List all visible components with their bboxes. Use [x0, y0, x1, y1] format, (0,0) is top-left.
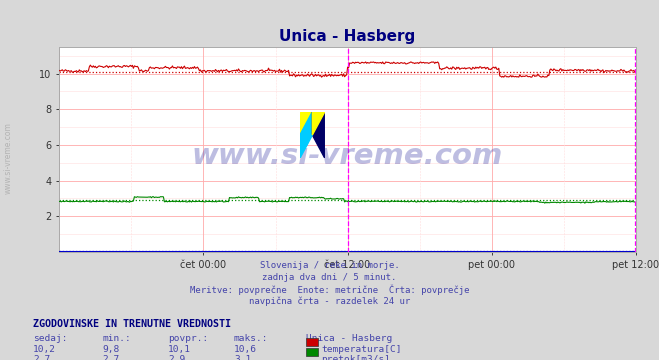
Text: ZGODOVINSKE IN TRENUTNE VREDNOSTI: ZGODOVINSKE IN TRENUTNE VREDNOSTI: [33, 319, 231, 329]
Title: Unica - Hasberg: Unica - Hasberg: [279, 29, 416, 44]
Text: 10,6: 10,6: [234, 345, 257, 354]
Text: Meritve: povprečne  Enote: metrične  Črta: povprečje: Meritve: povprečne Enote: metrične Črta:…: [190, 285, 469, 295]
Text: www.si-vreme.com: www.si-vreme.com: [3, 122, 13, 194]
Text: 10,1: 10,1: [168, 345, 191, 354]
Text: povpr.:: povpr.:: [168, 334, 208, 343]
Text: www.si-vreme.com: www.si-vreme.com: [192, 141, 503, 170]
Polygon shape: [300, 112, 312, 135]
Text: maks.:: maks.:: [234, 334, 268, 343]
Text: min.:: min.:: [102, 334, 131, 343]
Text: pretok[m3/s]: pretok[m3/s]: [321, 355, 390, 360]
Polygon shape: [300, 112, 312, 135]
Text: 10,2: 10,2: [33, 345, 56, 354]
Polygon shape: [300, 135, 312, 158]
Text: navpična črta - razdelek 24 ur: navpična črta - razdelek 24 ur: [249, 297, 410, 306]
Polygon shape: [312, 112, 325, 158]
Text: temperatura[C]: temperatura[C]: [321, 345, 401, 354]
Text: Unica - Hasberg: Unica - Hasberg: [306, 334, 393, 343]
Text: 2,9: 2,9: [168, 355, 185, 360]
Text: 2,7: 2,7: [33, 355, 50, 360]
Text: Slovenija / reke in morje.: Slovenija / reke in morje.: [260, 261, 399, 270]
Polygon shape: [312, 112, 325, 135]
Text: 2,7: 2,7: [102, 355, 119, 360]
Text: zadnja dva dni / 5 minut.: zadnja dva dni / 5 minut.: [262, 273, 397, 282]
Text: sedaj:: sedaj:: [33, 334, 67, 343]
Text: 9,8: 9,8: [102, 345, 119, 354]
Text: 3,1: 3,1: [234, 355, 251, 360]
